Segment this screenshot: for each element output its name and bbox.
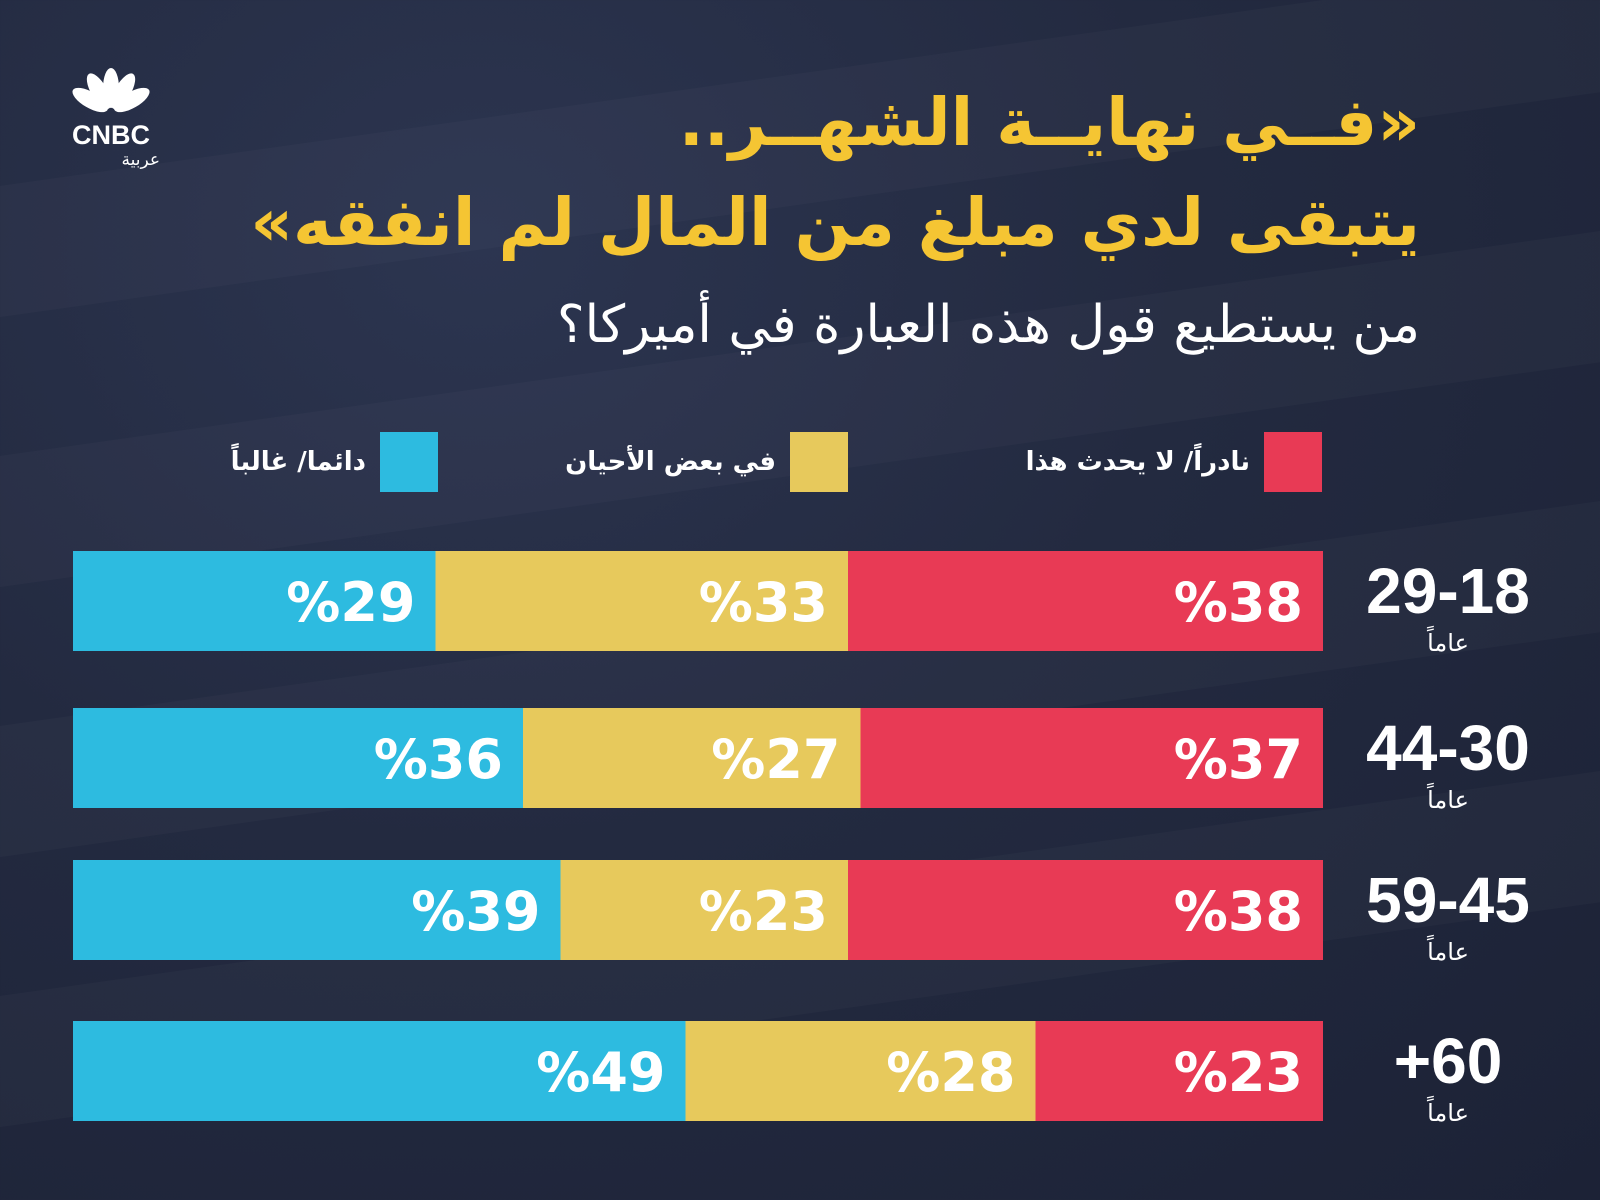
category-label-1: 29-18 bbox=[1366, 555, 1530, 627]
legend-item-rarely: نادراً/ لا يحدث هذا bbox=[1026, 432, 1322, 492]
bar-always-2 bbox=[73, 708, 523, 808]
legend-label-sometimes: في بعض الأحيان bbox=[565, 447, 776, 477]
data-label-rarely-3: %38 bbox=[1174, 880, 1303, 943]
data-label-always-1: %29 bbox=[286, 571, 415, 634]
legend-label-always: دائما/ غالباً bbox=[230, 447, 366, 477]
bar-rarely-2 bbox=[860, 708, 1323, 808]
data-label-always-2: %36 bbox=[374, 728, 503, 791]
data-label-always-3: %39 bbox=[411, 880, 540, 943]
bar-sometimes-1 bbox=[435, 551, 848, 651]
legend-item-sometimes: في بعض الأحيان bbox=[565, 432, 848, 492]
category-unit-3: عاماً bbox=[1426, 935, 1468, 966]
bar-rarely-3 bbox=[848, 860, 1323, 960]
headline-line-1: «فــي نهايــة الشهــر.. bbox=[678, 84, 1420, 161]
category-unit-1: عاماً bbox=[1426, 626, 1468, 657]
bar-always-1 bbox=[73, 551, 436, 651]
data-label-sometimes-2: %27 bbox=[711, 728, 840, 791]
bar-sometimes-4 bbox=[685, 1021, 1036, 1121]
data-label-always-4: %49 bbox=[536, 1041, 665, 1104]
peacock-icon bbox=[72, 68, 150, 113]
data-label-rarely-4: %23 bbox=[1174, 1041, 1303, 1104]
chart-question: من يستطيع قول هذه العبارة في أميركا؟ bbox=[556, 295, 1420, 355]
bar-always-4 bbox=[73, 1021, 686, 1121]
bar-rarely-1 bbox=[848, 551, 1323, 651]
category-label-3: 59-45 bbox=[1366, 864, 1530, 936]
category-unit-4: عاماً bbox=[1426, 1096, 1468, 1127]
data-label-sometimes-3: %23 bbox=[699, 880, 828, 943]
logo-brand: CNBC bbox=[72, 120, 150, 150]
legend-swatch-always bbox=[380, 432, 438, 492]
bar-always-3 bbox=[73, 860, 561, 960]
category-unit-2: عاماً bbox=[1426, 783, 1468, 814]
bar-rarely-4 bbox=[1035, 1021, 1323, 1121]
bar-sometimes-2 bbox=[523, 708, 861, 808]
bar-sometimes-3 bbox=[560, 860, 848, 960]
legend-item-always: دائما/ غالباً bbox=[231, 432, 438, 492]
data-label-rarely-1: %38 bbox=[1174, 571, 1303, 634]
legend-swatch-rarely bbox=[1264, 432, 1322, 492]
data-label-sometimes-1: %33 bbox=[699, 571, 828, 634]
category-label-4: +60 bbox=[1394, 1025, 1503, 1097]
category-label-2: 44-30 bbox=[1366, 712, 1530, 784]
headline-line-2: يتبقى لدي مبلغ من المال لم انفقه» bbox=[250, 184, 1420, 261]
logo-sub: عربية bbox=[121, 150, 161, 170]
legend-swatch-sometimes bbox=[790, 432, 848, 492]
data-label-rarely-2: %37 bbox=[1174, 728, 1303, 791]
legend-label-rarely: نادراً/ لا يحدث هذا bbox=[1025, 447, 1250, 477]
data-label-sometimes-4: %28 bbox=[886, 1041, 1015, 1104]
cnbc-logo: CNBC عربية bbox=[56, 66, 166, 170]
